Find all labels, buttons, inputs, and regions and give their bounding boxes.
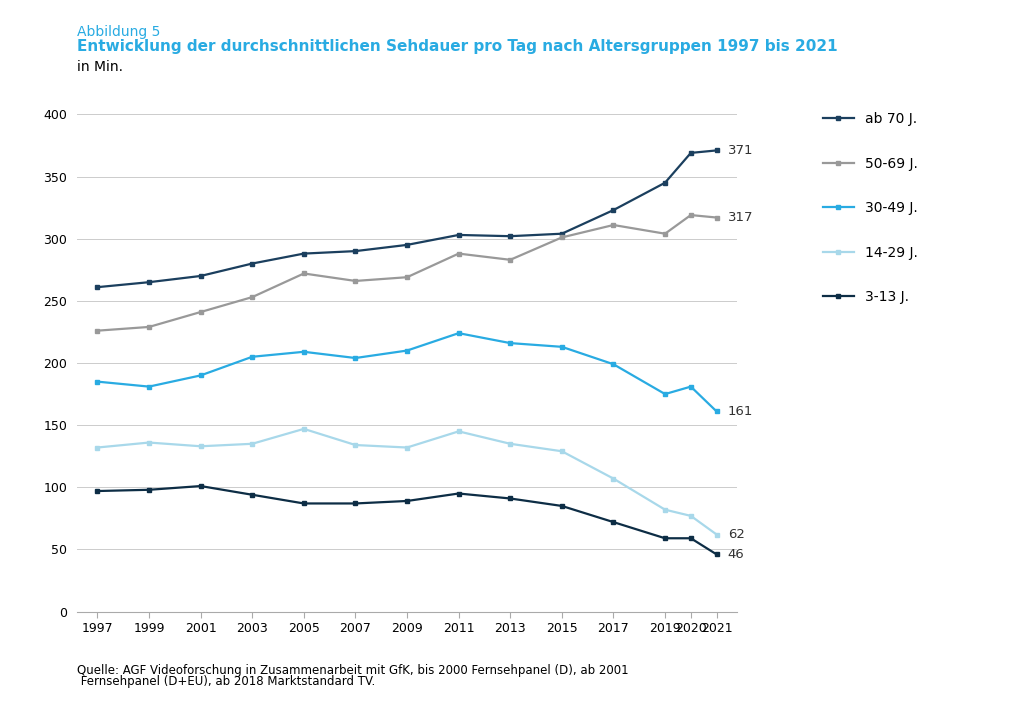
Text: 161: 161: [728, 405, 753, 418]
50-69 J.: [246, 293, 258, 302]
30-49 J.: [143, 382, 156, 391]
3-13 J.: [349, 499, 361, 508]
14-29 J.: [504, 439, 516, 448]
3-13 J.: [556, 502, 568, 510]
50-69 J.: [556, 233, 568, 242]
Text: Quelle: AGF Videoforschung in Zusammenarbeit mit GfK, bis 2000 Fernsehpanel (D),: Quelle: AGF Videoforschung in Zusammenar…: [77, 664, 629, 677]
ab 70 J.: [349, 247, 361, 255]
Line: 30-49 J.: 30-49 J.: [95, 330, 719, 414]
Text: 371: 371: [728, 144, 754, 157]
30-49 J.: [298, 347, 310, 356]
14-29 J.: [658, 505, 671, 514]
ab 70 J.: [607, 206, 620, 214]
3-13 J.: [658, 534, 671, 543]
30-49 J.: [401, 347, 414, 355]
50-69 J.: [711, 213, 723, 221]
Line: 14-29 J.: 14-29 J.: [95, 427, 719, 537]
30-49 J.: [195, 371, 207, 380]
Text: Fernsehpanel (D+EU), ab 2018 Marktstandard TV.: Fernsehpanel (D+EU), ab 2018 Marktstanda…: [77, 675, 375, 688]
ab 70 J.: [143, 278, 156, 286]
ab 70 J.: [195, 272, 207, 280]
30-49 J.: [556, 342, 568, 351]
30-49 J.: [685, 382, 697, 391]
Legend: ab 70 J., 50-69 J., 30-49 J., 14-29 J., 3-13 J.: ab 70 J., 50-69 J., 30-49 J., 14-29 J., …: [823, 112, 918, 304]
30-49 J.: [607, 360, 620, 368]
30-49 J.: [246, 353, 258, 361]
14-29 J.: [349, 441, 361, 449]
14-29 J.: [91, 444, 103, 452]
3-13 J.: [401, 497, 414, 505]
50-69 J.: [195, 308, 207, 316]
14-29 J.: [143, 439, 156, 447]
50-69 J.: [401, 273, 414, 281]
3-13 J.: [298, 499, 310, 508]
50-69 J.: [298, 269, 310, 278]
ab 70 J.: [556, 229, 568, 238]
Text: 62: 62: [728, 528, 744, 541]
50-69 J.: [685, 211, 697, 219]
3-13 J.: [607, 518, 620, 527]
ab 70 J.: [685, 149, 697, 157]
50-69 J.: [349, 277, 361, 285]
14-29 J.: [607, 475, 620, 483]
50-69 J.: [143, 323, 156, 331]
14-29 J.: [685, 512, 697, 520]
14-29 J.: [246, 439, 258, 448]
Line: ab 70 J.: ab 70 J.: [95, 148, 719, 290]
14-29 J.: [298, 425, 310, 433]
Text: in Min.: in Min.: [77, 60, 123, 74]
ab 70 J.: [658, 179, 671, 187]
Line: 50-69 J.: 50-69 J.: [95, 212, 719, 333]
30-49 J.: [504, 339, 516, 347]
Text: Entwicklung der durchschnittlichen Sehdauer pro Tag nach Altersgruppen 1997 bis : Entwicklung der durchschnittlichen Sehda…: [77, 39, 838, 53]
50-69 J.: [453, 250, 465, 258]
14-29 J.: [195, 442, 207, 451]
30-49 J.: [711, 407, 723, 415]
ab 70 J.: [246, 259, 258, 268]
3-13 J.: [453, 489, 465, 498]
30-49 J.: [91, 378, 103, 386]
3-13 J.: [685, 534, 697, 543]
ab 70 J.: [504, 232, 516, 240]
Text: 317: 317: [728, 211, 754, 224]
ab 70 J.: [453, 231, 465, 239]
ab 70 J.: [401, 240, 414, 249]
Text: 46: 46: [728, 548, 744, 561]
ab 70 J.: [711, 146, 723, 155]
Text: Abbildung 5: Abbildung 5: [77, 25, 160, 39]
14-29 J.: [401, 444, 414, 452]
30-49 J.: [453, 329, 465, 337]
14-29 J.: [556, 447, 568, 456]
50-69 J.: [91, 326, 103, 335]
50-69 J.: [504, 256, 516, 264]
3-13 J.: [195, 482, 207, 490]
50-69 J.: [658, 229, 671, 238]
3-13 J.: [246, 491, 258, 499]
Line: 3-13 J.: 3-13 J.: [95, 484, 719, 557]
ab 70 J.: [298, 250, 310, 258]
30-49 J.: [349, 354, 361, 362]
14-29 J.: [711, 530, 723, 538]
14-29 J.: [453, 427, 465, 436]
ab 70 J.: [91, 283, 103, 291]
30-49 J.: [658, 390, 671, 399]
3-13 J.: [91, 486, 103, 495]
3-13 J.: [504, 494, 516, 503]
50-69 J.: [607, 221, 620, 229]
3-13 J.: [711, 550, 723, 559]
3-13 J.: [143, 486, 156, 494]
